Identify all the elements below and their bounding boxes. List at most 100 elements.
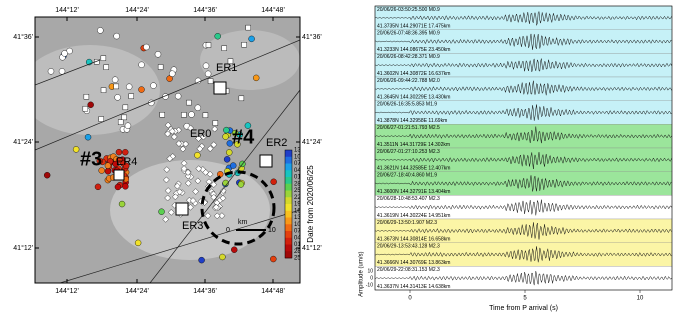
- colorbar-cell: [285, 211, 292, 218]
- scale-end: 10: [268, 227, 276, 234]
- station-square: [83, 106, 88, 111]
- colorbar-tick-label: 13: [294, 148, 301, 154]
- epicenter: [155, 51, 161, 57]
- trace-header: 20/06/26-16:35:5.853 M1.9: [377, 101, 437, 107]
- epicenter: [150, 83, 156, 89]
- y-tick-label: -10: [366, 282, 373, 288]
- epicenter: [189, 112, 195, 118]
- epicenter: [48, 68, 54, 74]
- x-tick-label: 5: [523, 296, 527, 302]
- colorbar-cell: [285, 164, 292, 171]
- station-square: [101, 88, 106, 93]
- colorbar-tick-label: 10: [294, 154, 301, 160]
- lat-label: 41°36': [302, 33, 322, 41]
- scale-start: 0: [226, 227, 230, 234]
- station-label: ER2: [266, 137, 287, 149]
- lon-label: 144°48': [261, 6, 285, 14]
- map-area: [20, 17, 300, 283]
- trace-header: 20/06/27-01:21:51.793 M2.5: [377, 125, 440, 131]
- lat-label: 41°24': [13, 138, 33, 146]
- epicenter: [97, 27, 103, 33]
- colorbar-tick-label: 28: [294, 181, 301, 187]
- colorbar-tick-label: 19: [294, 202, 301, 208]
- epicenter: [88, 102, 94, 108]
- cluster-label: #4: [232, 126, 255, 148]
- epicenter: [223, 127, 229, 133]
- station-square: [101, 56, 106, 61]
- trace-location: 41.3673N 144.30814E 16.658km: [377, 236, 450, 242]
- colorbar-tick-label: 04: [294, 168, 301, 174]
- epicenter: [143, 44, 149, 50]
- colorbar-cell: [285, 150, 292, 157]
- colorbar-tick-label: 16: [294, 208, 301, 214]
- epicenter: [215, 33, 221, 39]
- trace-location: 41.3621N 144.32585E 12.407km: [377, 165, 450, 171]
- epicenter: [159, 209, 165, 215]
- epicenter: [195, 105, 201, 111]
- epicenter: [271, 179, 277, 185]
- epicenter: [119, 201, 125, 207]
- colorbar-cell: [285, 177, 292, 184]
- y-tick-label: 10: [367, 268, 373, 274]
- lon-label: 144°36': [193, 6, 217, 14]
- station-square: [181, 112, 186, 117]
- lon-label: 144°24': [125, 287, 149, 295]
- cluster-label: #3: [80, 148, 102, 170]
- trace-location: 41.3878N 144.32958E 11.69km: [377, 118, 447, 124]
- epicenter: [44, 172, 50, 178]
- epicenter: [135, 240, 141, 246]
- epicenter: [253, 75, 259, 81]
- station-square: [242, 42, 247, 47]
- lon-label: 144°12': [55, 6, 79, 14]
- trace-header: 20/06/29-13:53:43.128 M2.3: [377, 243, 440, 249]
- station-square: [104, 65, 109, 70]
- epicenter: [115, 184, 121, 190]
- epicenter: [223, 134, 229, 140]
- waveform-panel: 20/06/26-03:50:25.500 M0.941.3735N 144.2…: [359, 6, 672, 312]
- station-square: [208, 79, 213, 84]
- lat-label: 41°36': [13, 33, 33, 41]
- colorbar-cell: [285, 231, 292, 238]
- colorbar-tick-label: 28: [294, 249, 301, 255]
- epicenter: [125, 123, 131, 129]
- x-axis-label: Time from P arrival (s): [489, 305, 558, 312]
- epicenter: [112, 77, 118, 83]
- trace-header: 20/06/26-03:50:25.500 M0.9: [377, 7, 440, 13]
- lat-label: 41°24': [302, 138, 322, 146]
- trace-location: 41.3637N 144.31413E 14.638km: [377, 284, 450, 290]
- colorbar-tick-label: 13: [294, 215, 301, 221]
- epicenter: [105, 163, 111, 169]
- station-square: [122, 115, 127, 120]
- trace-location: 41.3600N 144.32791E 13.404km: [377, 189, 450, 195]
- trace-header: 20/06/27-18:40:4.860 M1.9: [377, 172, 437, 178]
- epicenter: [226, 149, 232, 155]
- lon-label: 144°48': [261, 287, 285, 295]
- colorbar-cell: [285, 191, 292, 198]
- colorbar-label: Date from 2020/06/25: [306, 165, 315, 243]
- epicenter: [139, 87, 145, 93]
- trace-header: 20/06/26-08:42:28.371 M0.9: [377, 54, 440, 60]
- lon-label: 144°12': [55, 287, 79, 295]
- colorbar-tick-label: 04: [294, 235, 301, 241]
- lon-label: 144°24': [125, 6, 149, 14]
- y-tick-label: 0: [370, 275, 373, 281]
- trace-location: 41.3511N 144.31729E 14.302km: [377, 142, 450, 148]
- trace-header: 20/06/26-09:44:22.788 M2.0: [377, 78, 440, 84]
- epicenter: [224, 156, 230, 162]
- page: ER1 ER2 ER3 ER4 ER0 #3 #4 km 0 10 131007…: [0, 0, 682, 325]
- epicenter: [238, 181, 244, 187]
- epicenter: [62, 50, 68, 56]
- epicenter: [270, 256, 276, 262]
- epicenter: [122, 183, 128, 189]
- trace-location: 41.3666N 144.30769E 13.863km: [377, 260, 450, 266]
- epicenter: [169, 71, 175, 77]
- station-square: [203, 113, 208, 118]
- colorbar-cell: [285, 245, 292, 252]
- trace-location: 41.3233N 144.08675E 23.450km: [377, 47, 450, 53]
- station-square: [239, 96, 244, 101]
- colorbar-cell: [285, 197, 292, 204]
- colorbar-cell: [285, 157, 292, 164]
- station-square: [206, 43, 211, 48]
- epicenter: [122, 149, 128, 155]
- station: [176, 203, 188, 215]
